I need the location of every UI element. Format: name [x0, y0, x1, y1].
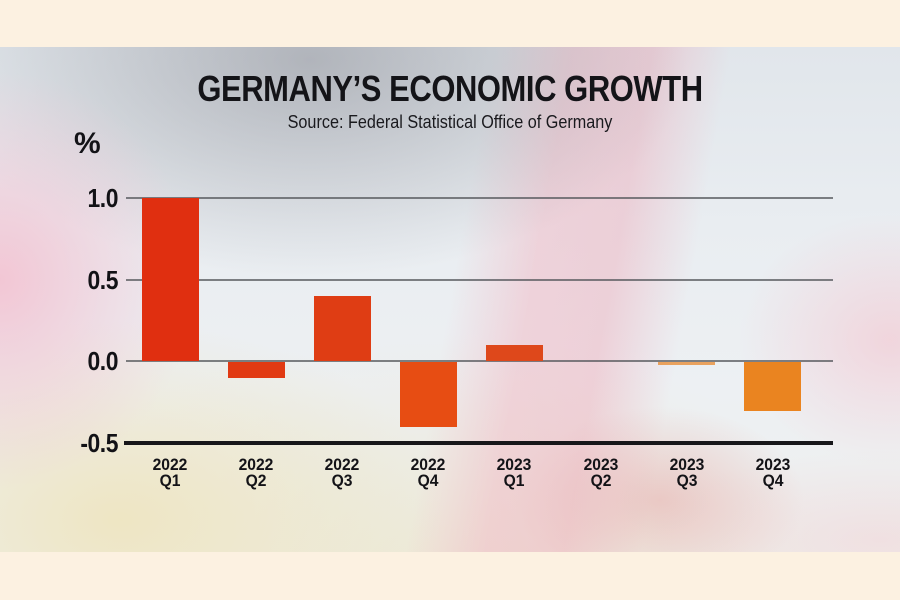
x-tick-label-2022-q1: 2022 Q1 [129, 455, 212, 490]
bottom-letterbox-band [0, 552, 900, 600]
bar-2023-q1 [485, 345, 543, 361]
x-tick-year: 2022 [410, 455, 446, 474]
x-tick-quarter: Q3 [676, 471, 698, 490]
top-letterbox-band [0, 0, 900, 47]
x-tick-year: 2023 [496, 455, 532, 474]
x-tick-label-2023-q3: 2023 Q3 [645, 455, 728, 490]
x-tick-year: 2022 [324, 455, 360, 474]
y-tick-label-0.0: 0.0 [87, 346, 119, 376]
x-tick-year: 2023 [755, 455, 791, 474]
bar-2022-q1 [141, 198, 199, 361]
x-tick-year: 2022 [238, 455, 274, 474]
x-tick-label-2023-q4: 2023 Q4 [731, 455, 814, 490]
x-tick-year: 2022 [152, 455, 188, 474]
bar-2022-q3 [313, 296, 371, 361]
bar-2023-q3 [658, 362, 716, 365]
x-tick-quarter: Q2 [590, 471, 611, 490]
chart-title: GERMANY’S ECONOMIC GROWTH [197, 68, 703, 109]
bar-2023-q4 [744, 362, 802, 411]
x-tick-label-2022-q3: 2022 Q3 [301, 455, 384, 490]
gridline [126, 197, 833, 199]
x-tick-quarter: Q4 [417, 471, 439, 490]
x-tick-label-2022-q4: 2022 Q4 [387, 455, 470, 490]
bar-2022-q2 [227, 362, 285, 378]
y-tick-label-0.5: 0.5 [87, 264, 119, 295]
x-tick-year: 2023 [669, 455, 704, 474]
x-tick-quarter: Q4 [762, 471, 784, 490]
x-tick-label-2022-q2: 2022 Q2 [215, 455, 298, 490]
x-tick-quarter: Q2 [245, 471, 267, 490]
x-tick-quarter: Q3 [331, 471, 353, 490]
gridline [126, 360, 833, 362]
x-tick-quarter: Q1 [503, 471, 525, 490]
y-tick-label--0.5: -0.5 [80, 427, 118, 458]
gridline [126, 278, 833, 281]
bar-2022-q4 [399, 362, 457, 427]
y-tick-label-1.0: 1.0 [87, 183, 119, 213]
x-tick-year: 2023 [583, 455, 618, 474]
x-tick-quarter: Q1 [159, 471, 181, 490]
y-axis-unit-label: % [74, 127, 101, 160]
x-tick-label-2023-q1: 2023 Q1 [473, 455, 556, 490]
chart-subtitle: Source: Federal Statistical Office of Ge… [287, 112, 613, 132]
x-tick-label-2023-q2: 2023 Q2 [559, 455, 642, 490]
x-axis-baseline [124, 440, 833, 445]
